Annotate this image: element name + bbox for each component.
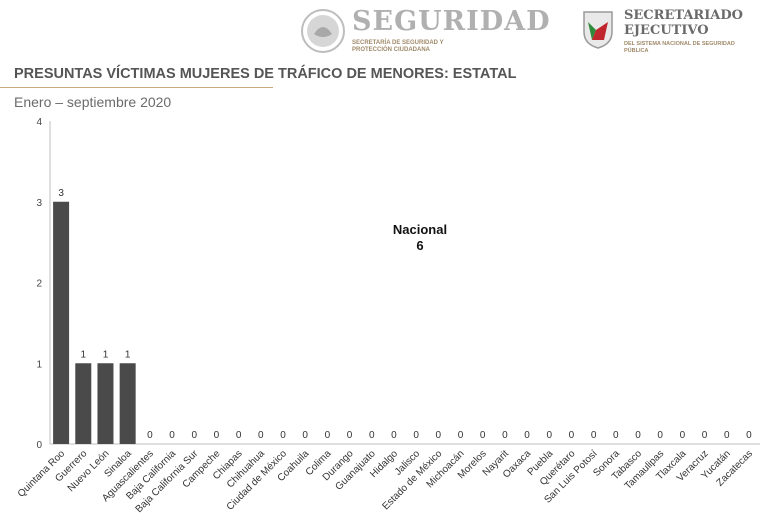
data-label: 3 [58, 188, 64, 199]
data-label: 0 [347, 430, 353, 441]
y-tick-label: 3 [36, 198, 42, 209]
y-tick-label: 1 [36, 359, 42, 370]
bar [53, 201, 70, 444]
data-label: 0 [524, 430, 530, 441]
national-annotation-label: Nacional [393, 222, 447, 237]
data-label: 0 [236, 430, 242, 441]
data-label: 0 [258, 430, 264, 441]
y-axis: 0 1 2 3 4 [36, 117, 760, 451]
bar [75, 363, 92, 444]
y-tick-label: 2 [36, 279, 42, 290]
data-label: 0 [502, 430, 508, 441]
data-label: 0 [169, 430, 175, 441]
data-label: 0 [302, 430, 308, 441]
data-label: 0 [214, 430, 220, 441]
chart-subtitle: Enero – septiembre 2020 [14, 94, 172, 110]
data-label: 1 [125, 349, 131, 360]
data-label: 0 [480, 430, 486, 441]
data-label: 0 [325, 430, 331, 441]
data-label: 1 [103, 349, 109, 360]
data-label: 0 [746, 430, 752, 441]
data-label: 0 [724, 430, 730, 441]
data-label: 0 [613, 430, 619, 441]
data-label: 0 [591, 430, 597, 441]
data-label: 0 [413, 430, 419, 441]
data-label: 0 [436, 430, 442, 441]
bars-group: 3 1 1 1 0 0 0 0 0 0 0 0 0 0 0 0 0 0 0 0 0 0 0 0 0 0 0 0 0 0 0 0 [53, 188, 752, 444]
data-label: 0 [546, 430, 552, 441]
bar [97, 363, 114, 444]
secretariado-logo-title: SECRETARIADO EJECUTIVO [624, 8, 743, 38]
secretariado-shield-icon [583, 11, 613, 49]
data-label: 0 [635, 430, 641, 441]
seguridad-logo-subtitle: SECRETARÍA DE SEGURIDAD Y PROTECCIÓN CIU… [352, 40, 444, 53]
data-label: 0 [191, 430, 197, 441]
data-label: 0 [391, 430, 397, 441]
data-label: 0 [147, 430, 153, 441]
title-divider [0, 87, 273, 88]
data-label: 0 [458, 430, 464, 441]
data-label: 0 [657, 430, 663, 441]
mexico-seal-icon [301, 9, 345, 53]
y-tick-label: 4 [36, 117, 42, 128]
chart-title: PRESUNTAS VÍCTIMAS MUJERES DE TRÁFICO DE… [14, 66, 517, 82]
data-label: 1 [81, 349, 87, 360]
data-label: 0 [369, 430, 375, 441]
data-label: 0 [280, 430, 286, 441]
secretariado-logo-subtitle: DEL SISTEMA NACIONAL DE SEGURIDAD PÚBLIC… [624, 41, 735, 54]
national-annotation-value: 6 [416, 238, 423, 253]
data-label: 0 [702, 430, 708, 441]
y-tick-label: 0 [36, 440, 42, 451]
data-label: 0 [680, 430, 686, 441]
seguridad-logo-title: SEGURIDAD [352, 6, 551, 37]
data-label: 0 [569, 430, 575, 441]
bar [119, 363, 136, 444]
